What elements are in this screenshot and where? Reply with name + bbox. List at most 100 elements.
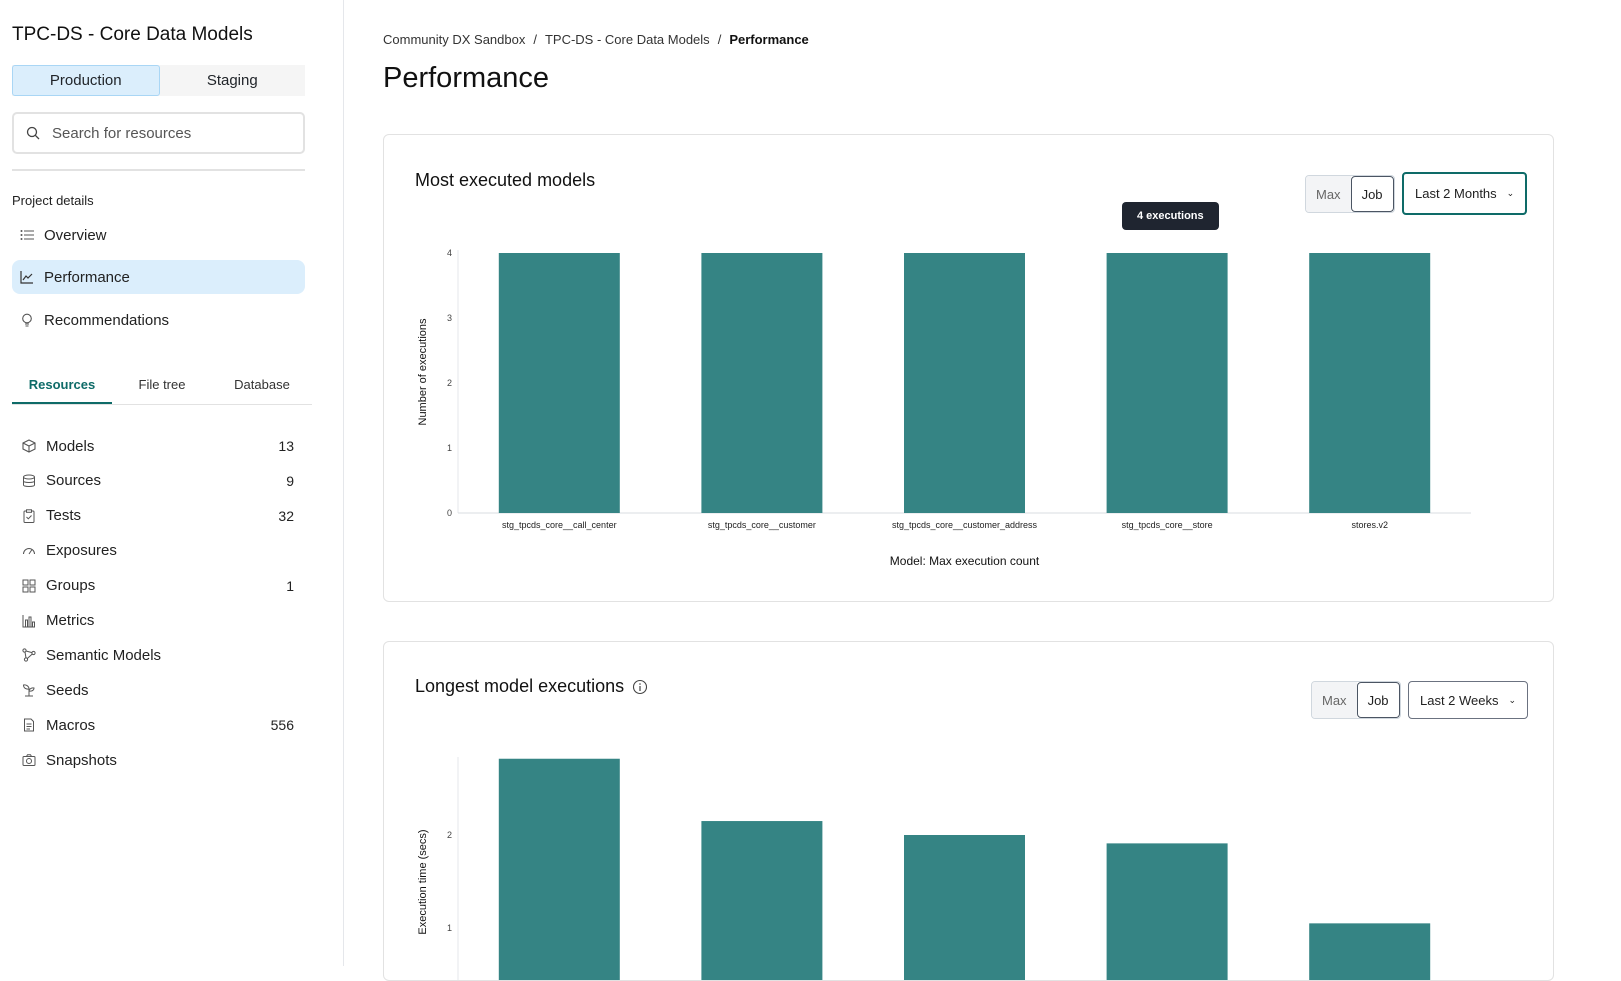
nav-performance[interactable]: Performance: [12, 260, 305, 294]
y-tick-label: 1: [447, 443, 452, 453]
range-dropdown[interactable]: Last 2 Weeks ⌄: [1408, 681, 1529, 719]
bar[interactable]: [701, 253, 823, 513]
resource-sources[interactable]: Sources 9: [22, 466, 294, 496]
search-input[interactable]: [52, 124, 272, 142]
y-tick-label: 3: [447, 313, 452, 323]
max-button[interactable]: Max: [1306, 176, 1351, 212]
resource-seeds[interactable]: Seeds: [22, 675, 294, 705]
search-box: [12, 112, 305, 154]
y-tick-label: 0: [447, 508, 452, 518]
breadcrumb-separator: /: [533, 32, 537, 47]
resource-count: 556: [270, 717, 294, 734]
resource-semantic-models[interactable]: Semantic Models: [22, 640, 294, 670]
resource-macros[interactable]: Macros 556: [22, 710, 294, 740]
x-axis-label: Model: Max execution count: [890, 554, 1040, 568]
nav-overview[interactable]: Overview: [12, 218, 305, 252]
resource-label: Semantic Models: [46, 646, 162, 664]
resource-label: Tests: [46, 507, 82, 525]
tab-resources[interactable]: Resources: [12, 366, 112, 404]
resource-count: 1: [286, 577, 294, 594]
bar-tooltip: 4 executions: [1122, 202, 1219, 230]
sidebar: TPC-DS - Core Data Models Production Sta…: [0, 0, 344, 966]
nav-recommendations[interactable]: Recommendations: [12, 303, 305, 337]
job-button[interactable]: Job: [1356, 682, 1400, 718]
resource-tests[interactable]: Tests 32: [22, 501, 294, 531]
clipboard-icon: [23, 509, 35, 523]
resource-label: Sources: [46, 472, 102, 490]
list-icon: [20, 230, 34, 240]
nav-label: Recommendations: [44, 311, 170, 329]
bar[interactable]: [904, 253, 1025, 513]
resource-exposures[interactable]: Exposures: [22, 536, 294, 566]
bar[interactable]: [498, 758, 620, 981]
search-icon: [26, 126, 40, 140]
breadcrumb-current: Performance: [729, 32, 809, 47]
y-tick-label: 4: [447, 248, 452, 258]
nodes-icon: [22, 648, 36, 662]
database-icon: [23, 474, 35, 487]
card-title-text: Longest model executions: [415, 676, 625, 696]
grid-icon: [22, 579, 36, 593]
env-staging[interactable]: Staging: [206, 72, 258, 89]
project-title: TPC-DS - Core Data Models: [12, 24, 253, 45]
bar[interactable]: [1309, 923, 1431, 981]
breadcrumb-sandbox[interactable]: Community DX Sandbox: [383, 32, 526, 47]
gauge-icon: [23, 547, 35, 554]
resource-label: Macros: [46, 716, 96, 734]
y-tick-label: 1: [447, 923, 452, 933]
card-title: Longest model executions: [415, 676, 648, 697]
file-icon: [24, 718, 34, 732]
resource-label: Seeds: [46, 681, 89, 699]
bar[interactable]: [1106, 843, 1228, 981]
breadcrumb-separator: /: [717, 32, 722, 47]
resource-label: Exposures: [46, 542, 117, 560]
info-icon[interactable]: [632, 679, 648, 695]
line-chart-icon: [20, 271, 33, 284]
range-value: Last 2 Weeks: [1420, 692, 1499, 708]
y-axis-label: Number of executions: [417, 318, 429, 425]
resource-count: 32: [278, 507, 294, 524]
bar-chart-icon: [22, 614, 35, 627]
bar[interactable]: [1106, 253, 1228, 513]
metric-toggle: Max Job: [1305, 175, 1395, 213]
resource-tabs: Resources File tree Database: [12, 366, 312, 405]
project-details-label: Project details: [12, 193, 94, 208]
resource-label: Snapshots: [46, 751, 117, 769]
bar[interactable]: [1309, 253, 1431, 513]
resource-models[interactable]: Models 13: [22, 431, 294, 461]
range-dropdown[interactable]: Last 2 Months ⌄: [1402, 172, 1528, 215]
card-title: Most executed models: [415, 170, 596, 190]
nav-label: Performance: [44, 268, 130, 286]
bar[interactable]: [701, 821, 823, 981]
resource-snapshots[interactable]: Snapshots: [22, 745, 294, 775]
cube-icon: [22, 439, 36, 453]
breadcrumb-project[interactable]: TPC-DS - Core Data Models: [544, 32, 710, 47]
env-production[interactable]: Production: [12, 65, 160, 96]
execution-time-chart: 1 2 Execution time (secs): [417, 757, 1431, 981]
divider: [12, 169, 305, 171]
resource-count: 13: [278, 438, 294, 454]
resource-metrics[interactable]: Metrics: [22, 606, 294, 636]
y-tick-label: 2: [447, 830, 452, 840]
bar[interactable]: [904, 835, 1025, 981]
longest-executions-card: Longest model executions Max Job Last 2 …: [383, 641, 1554, 981]
lightbulb-icon: [22, 313, 32, 327]
chevron-down-icon: ⌄: [1506, 188, 1515, 198]
y-axis-label: Execution time (secs): [417, 829, 429, 934]
bar[interactable]: [498, 253, 620, 513]
tab-file-tree[interactable]: File tree: [138, 377, 186, 392]
sprout-icon: [22, 684, 35, 697]
tab-database[interactable]: Database: [234, 377, 290, 392]
job-button[interactable]: Job: [1350, 176, 1394, 212]
chevron-down-icon: ⌄: [1508, 694, 1517, 705]
most-executed-card: Most executed models Max Job Last 2 Mont…: [383, 134, 1554, 602]
page-title: Performance: [383, 62, 550, 94]
nav-label: Overview: [44, 226, 107, 244]
x-tick-label: stg_tpcds_core__call_center: [502, 520, 617, 530]
x-tick-label: stg_tpcds_core__customer_address: [892, 520, 1038, 530]
resource-label: Models: [46, 437, 95, 455]
x-tick-label: stg_tpcds_core__customer: [708, 520, 816, 530]
resource-groups[interactable]: Groups 1: [22, 571, 294, 601]
range-value: Last 2 Months: [1415, 186, 1497, 201]
max-button[interactable]: Max: [1312, 682, 1357, 718]
